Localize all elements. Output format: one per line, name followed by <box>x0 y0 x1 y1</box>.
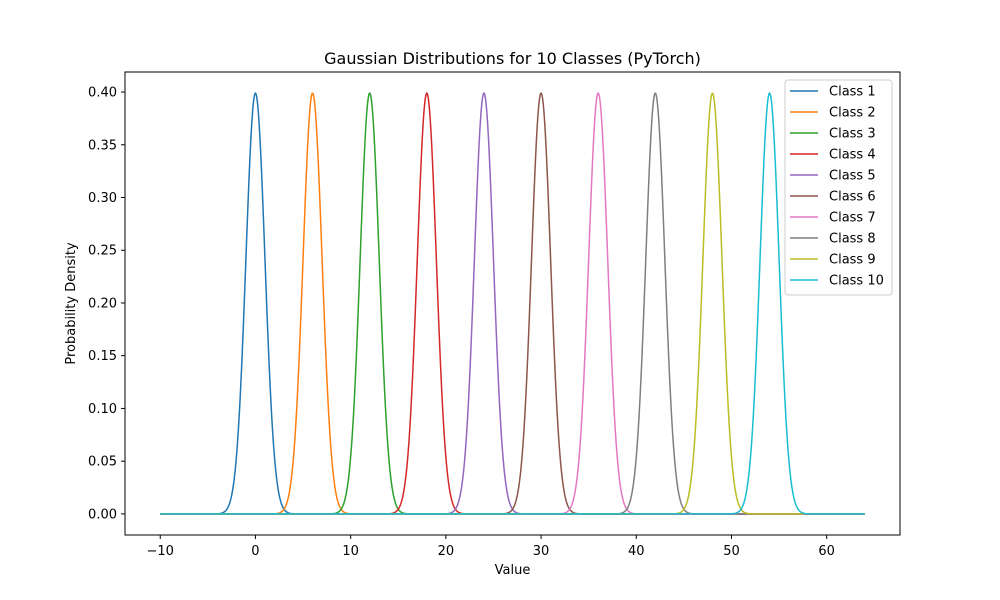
x-tick-label: 60 <box>818 544 835 559</box>
series-layer <box>160 91 865 515</box>
legend: Class 1 Class 2 Class 3 Class 4 Class 5 Class… <box>784 79 893 296</box>
x-tick-label: −10 <box>147 544 174 559</box>
y-tick-label: 0.05 <box>88 455 117 470</box>
y-tick-label: 0.20 <box>88 296 117 311</box>
x-tick-label: 10 <box>342 544 359 559</box>
y-tick-label: 0.25 <box>88 244 117 259</box>
y-tick-label: 0.10 <box>88 402 117 417</box>
legend-label: Class 2 <box>829 106 876 121</box>
legend-label: Class 6 <box>829 190 876 205</box>
y-axis-label: Probability Density <box>64 242 79 365</box>
x-tick-label: 30 <box>533 544 550 559</box>
y-tick-label: 0.30 <box>88 191 117 206</box>
legend-label: Class 4 <box>829 148 876 163</box>
y-tick-label: 0.35 <box>88 138 117 153</box>
x-tick-label: 40 <box>628 544 645 559</box>
plot-frame <box>124 71 901 536</box>
chart-title: Gaussian Distributions for 10 Classes (P… <box>324 49 701 68</box>
legend-label: Class 3 <box>829 127 876 142</box>
legend-label: Class 5 <box>829 169 876 184</box>
x-tick-label: 50 <box>723 544 740 559</box>
series-line-class-10 <box>160 91 865 515</box>
y-axis: 0.00 0.05 0.10 0.15 0.20 0.25 0.30 0.35 0.40 <box>88 86 125 522</box>
y-tick-label: 0.15 <box>88 349 117 364</box>
x-axis-label: Value <box>495 563 531 578</box>
legend-label: Class 9 <box>829 253 876 268</box>
legend-label: Class 8 <box>829 232 876 247</box>
x-tick-label: 20 <box>438 544 455 559</box>
legend-label: Class 1 <box>829 85 876 100</box>
y-tick-label: 0.40 <box>88 86 117 101</box>
y-tick-label: 0.00 <box>88 507 117 522</box>
x-axis: −10 0 10 20 30 40 50 60 <box>147 535 835 559</box>
x-tick-label: 0 <box>251 544 259 559</box>
legend-label: Class 10 <box>829 274 884 289</box>
legend-label: Class 7 <box>829 211 876 226</box>
